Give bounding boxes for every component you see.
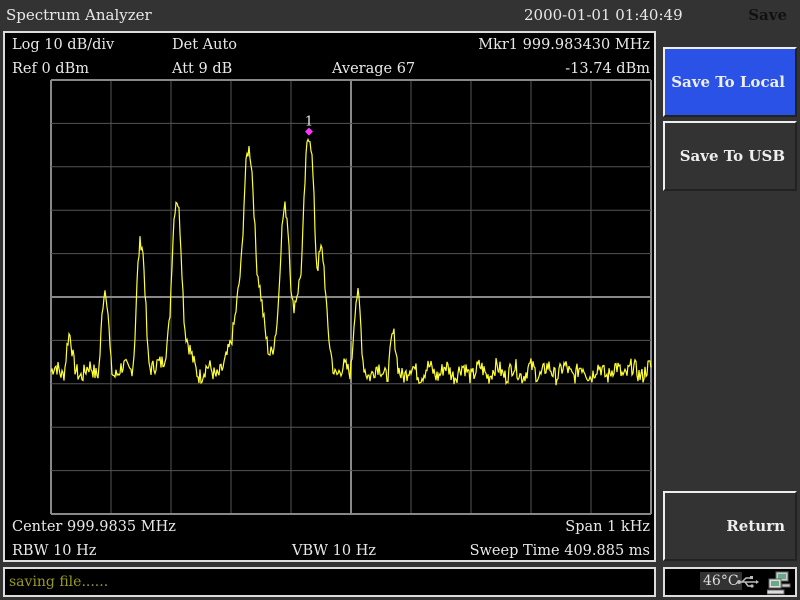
- spectrum-plot: 1: [50, 79, 652, 515]
- ref-level-label: Ref 0 dBm: [12, 61, 89, 77]
- attenuation-label: Att 9 dB: [172, 61, 233, 77]
- datetime: 2000-01-01 01:40:49: [524, 6, 683, 24]
- temperature-indicator: 46°C: [700, 572, 742, 590]
- status-message: saving file......: [9, 574, 109, 590]
- spectrum-trace: [50, 138, 652, 386]
- status-bar: saving file......: [3, 567, 656, 597]
- average-label: Average 67: [332, 61, 416, 77]
- marker-number: 1: [305, 115, 313, 130]
- rbw-label: RBW 10 Hz: [12, 543, 97, 559]
- network-computers-icon: [767, 571, 791, 595]
- app-title: Spectrum Analyzer: [6, 6, 152, 24]
- sweep-time-label: Sweep Time 409.885 ms: [469, 543, 650, 559]
- save-to-local-button[interactable]: Save To Local: [663, 47, 797, 117]
- marker-level: -13.74 dBm: [565, 61, 650, 77]
- marker-frequency: Mkr1 999.983430 MHz: [478, 37, 650, 53]
- span-label: Span 1 kHz: [565, 519, 650, 535]
- vbw-label: VBW 10 Hz: [292, 543, 376, 559]
- spectrum-display: Log 10 dB/div Det Auto Mkr1 999.983430 M…: [3, 31, 656, 562]
- return-button[interactable]: Return: [663, 491, 797, 561]
- center-frequency-label: Center 999.9835 MHz: [12, 519, 176, 535]
- system-tray: 46°C: [663, 567, 797, 597]
- save-to-usb-button[interactable]: Save To USB: [663, 121, 797, 191]
- menu-title: Save: [748, 6, 787, 24]
- detector-label: Det Auto: [172, 37, 238, 53]
- scale-label: Log 10 dB/div: [12, 37, 115, 53]
- usb-icon: [737, 576, 759, 588]
